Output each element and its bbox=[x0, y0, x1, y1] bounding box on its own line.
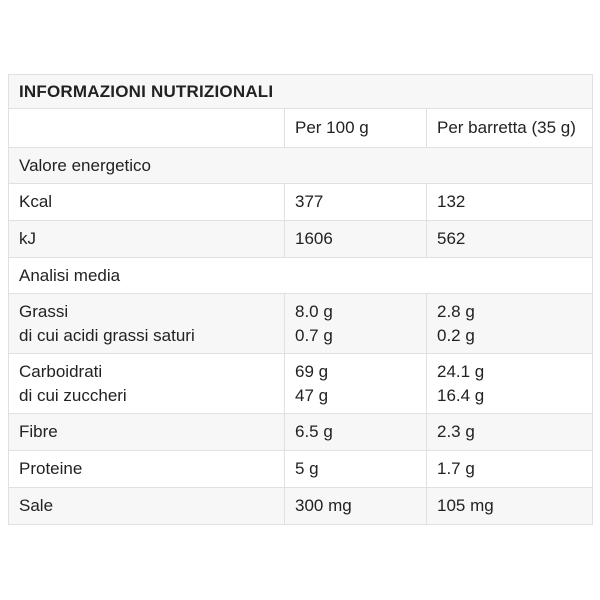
nutrient-label-cell-line: Fibre bbox=[19, 422, 58, 441]
column-header-per-100g: Per 100 g bbox=[284, 108, 427, 148]
per-100g-value-cell: 300 mg bbox=[284, 487, 427, 525]
per-barretta-value-cell-line: 132 bbox=[437, 192, 466, 211]
column-header-per-barretta: Per barretta (35 g) bbox=[425, 108, 594, 148]
nutrient-row: Grassi di cui acidi grassi saturi 8.0 g 0.7… bbox=[8, 293, 594, 354]
per-barretta-value-cell-line: 562 bbox=[437, 229, 466, 248]
table-title-row: INFORMAZIONI NUTRIZIONALI bbox=[7, 74, 594, 109]
column-header-row: Per 100 g Per barretta (35 g) bbox=[8, 108, 594, 148]
nutrient-label-cell: Carboidrati di cui zuccheri bbox=[8, 353, 285, 414]
per-barretta-value-cell-line: 1.7 g bbox=[437, 459, 475, 478]
per-barretta-value-cell: 562 bbox=[425, 220, 594, 258]
nutrient-label-cell: Sale bbox=[8, 487, 285, 525]
section-label: Valore energetico bbox=[7, 147, 594, 184]
per-barretta-value-cell-line: 2.3 g bbox=[437, 422, 475, 441]
table-title: INFORMAZIONI NUTRIZIONALI bbox=[7, 74, 594, 109]
per-barretta-value-cell-line: 16.4 g bbox=[437, 385, 485, 405]
nutrient-label-cell-line: Grassi bbox=[19, 301, 69, 321]
per-barretta-value-cell: 105 mg bbox=[425, 487, 594, 525]
per-barretta-value-cell-line: 24.1 g bbox=[437, 361, 485, 381]
nutrient-label-cell-line: di cui acidi grassi saturi bbox=[19, 325, 195, 345]
column-header-empty bbox=[8, 108, 285, 148]
nutrient-row: Fibre 6.5 g 2.3 g bbox=[8, 413, 594, 451]
section-row: Valore energetico bbox=[7, 147, 594, 184]
per-100g-value-cell: 1606 bbox=[284, 220, 427, 258]
nutrient-row: Sale 300 mg 105 mg bbox=[8, 487, 594, 525]
per-100g-value-cell-line: 6.5 g bbox=[295, 422, 333, 441]
nutrient-label-cell: kJ bbox=[8, 220, 285, 258]
per-barretta-value-cell-line: 105 mg bbox=[437, 496, 494, 515]
nutrient-label-cell: Proteine bbox=[8, 450, 285, 488]
nutrition-table: INFORMAZIONI NUTRIZIONALI Per 100 g Per … bbox=[7, 74, 594, 525]
per-100g-value-cell: 377 bbox=[284, 183, 427, 221]
per-100g-value-cell: 6.5 g bbox=[284, 413, 427, 451]
per-100g-value-cell-line: 47 g bbox=[295, 385, 329, 405]
per-100g-value-cell-line: 0.7 g bbox=[295, 325, 333, 345]
nutrient-label-cell-line: Kcal bbox=[19, 192, 53, 211]
nutrient-label-cell-line: di cui zuccheri bbox=[19, 385, 127, 405]
nutrition-facts-table: INFORMAZIONI NUTRIZIONALI Per 100 g Per … bbox=[7, 74, 594, 525]
per-barretta-value-cell: 2.3 g bbox=[425, 413, 594, 451]
nutrient-label-cell-line: Proteine bbox=[19, 459, 83, 478]
nutrient-row: Kcal 377 132 bbox=[8, 183, 594, 221]
per-barretta-value-cell: 2.8 g 0.2 g bbox=[425, 293, 594, 354]
per-100g-value-cell-line: 8.0 g bbox=[295, 301, 333, 321]
per-100g-value-cell: 8.0 g 0.7 g bbox=[284, 293, 427, 354]
per-100g-value-cell-line: 300 mg bbox=[295, 496, 352, 515]
nutrient-label-cell-line: kJ bbox=[19, 229, 36, 248]
nutrient-row: Carboidrati di cui zuccheri 69 g 47 g 24.1 g… bbox=[8, 353, 594, 414]
per-barretta-value-cell: 1.7 g bbox=[425, 450, 594, 488]
per-barretta-value-cell: 132 bbox=[425, 183, 594, 221]
per-100g-value-cell: 5 g bbox=[284, 450, 427, 488]
per-100g-value-cell-line: 1606 bbox=[295, 229, 333, 248]
nutrient-label-cell: Kcal bbox=[8, 183, 285, 221]
nutrient-label-cell-line: Sale bbox=[19, 496, 54, 515]
per-100g-value-cell-line: 377 bbox=[295, 192, 324, 211]
per-100g-value-cell: 69 g 47 g bbox=[284, 353, 427, 414]
per-barretta-value-cell-line: 0.2 g bbox=[437, 325, 475, 345]
section-label: Analisi media bbox=[7, 257, 594, 294]
nutrient-row: Proteine 5 g 1.7 g bbox=[8, 450, 594, 488]
per-barretta-value-cell: 24.1 g 16.4 g bbox=[425, 353, 594, 414]
nutrient-label-cell: Fibre bbox=[8, 413, 285, 451]
nutrient-row: kJ 1606 562 bbox=[8, 220, 594, 258]
nutrient-label-cell-line: Carboidrati bbox=[19, 361, 103, 381]
nutrient-label-cell: Grassi di cui acidi grassi saturi bbox=[8, 293, 285, 354]
section-row: Analisi media bbox=[7, 257, 594, 294]
per-100g-value-cell-line: 69 g bbox=[295, 361, 329, 381]
per-100g-value-cell-line: 5 g bbox=[295, 459, 319, 478]
per-barretta-value-cell-line: 2.8 g bbox=[437, 301, 475, 321]
